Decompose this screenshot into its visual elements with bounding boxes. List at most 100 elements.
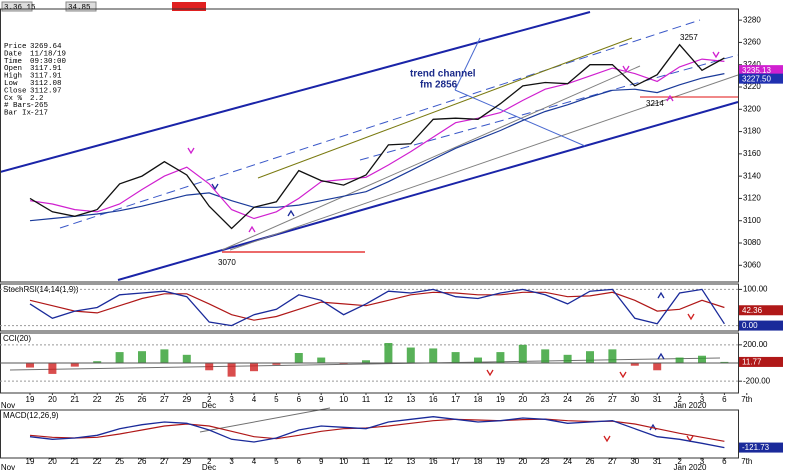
bar (720, 361, 729, 363)
x-tick-label: 19 (496, 395, 505, 404)
bar (384, 343, 393, 363)
bar (317, 357, 326, 363)
header-field: 34.85 (68, 4, 91, 12)
bar (205, 363, 214, 371)
annotation: 3070 (218, 258, 236, 267)
x-tick-label: 30 (630, 457, 639, 466)
value-tag-label: 11.77 (742, 358, 762, 367)
info-key: Open (4, 65, 22, 73)
series-line (29, 416, 725, 449)
x-tick-label: 17 (451, 457, 460, 466)
x-tick-label: 27 (160, 395, 169, 404)
x-tick-label: 26 (138, 395, 147, 404)
y-tick-label: 3120 (743, 194, 761, 203)
series-line (29, 58, 725, 220)
x-tick-label: 27 (608, 395, 617, 404)
info-key: Date (4, 50, 22, 58)
x-tick-label: 5 (274, 457, 279, 466)
bar (294, 353, 303, 363)
value-tag-label: 3235.13 (742, 66, 771, 75)
x-tick-label: 4 (252, 457, 257, 466)
value-tag (739, 442, 783, 453)
x-tick-label: 18 (474, 395, 483, 404)
header-box (1, 1, 33, 12)
bar (586, 351, 594, 363)
x-tick-label: 2 (207, 395, 212, 404)
info-value: 2.2 (30, 95, 44, 103)
info-value: 11/18/19 (30, 50, 66, 58)
y-tick-label: 3240 (743, 60, 761, 69)
bar (698, 355, 706, 363)
series-line (29, 43, 725, 230)
x-tick-label: 22 (93, 457, 102, 466)
month-label: Dec (202, 401, 216, 410)
x-tick-label: 22 (93, 395, 102, 404)
bar (518, 344, 527, 363)
bar (429, 348, 438, 363)
y-tick-label: 200.00 (743, 340, 768, 349)
x-tick-label: 17 (451, 395, 460, 404)
month-label: Nov (1, 401, 15, 410)
bar (138, 351, 146, 363)
value-tag-label: -121.73 (742, 443, 770, 452)
y-tick-label: 3180 (743, 127, 761, 136)
panel-frame (0, 8, 739, 283)
info-key: Low (4, 80, 18, 88)
info-key: Price (4, 43, 27, 51)
bar (362, 360, 370, 363)
x-tick-label: 10 (339, 395, 348, 404)
x-tick-label: 31 (653, 395, 662, 404)
x-tick-label: 19 (496, 457, 505, 466)
info-box: Price 3269.64 Date 11/18/19 Time 09:30:00 Open… (4, 43, 67, 118)
panel-frame (0, 283, 739, 332)
bar (474, 357, 482, 363)
y-tick-label: 3200 (743, 104, 761, 113)
info-value: 3117.91 (30, 73, 62, 81)
series-line (29, 73, 725, 222)
x-tick-label: 26 (586, 457, 595, 466)
annotation: trend channel (410, 69, 476, 80)
bar (93, 361, 102, 363)
x-tick-label: 25 (115, 457, 124, 466)
y-tick-label: 3220 (743, 82, 761, 91)
x-tick-label: 24 (563, 457, 572, 466)
bar (26, 363, 34, 368)
x-tick-label: 11 (362, 395, 371, 404)
x-tick-label: 7th (741, 395, 752, 404)
info-key: Time (4, 58, 22, 66)
month-label: Jan 2020 (674, 463, 707, 470)
bar (675, 357, 684, 363)
info-key: # Bars (4, 102, 31, 110)
x-tick-label: 20 (48, 395, 57, 404)
value-tag (739, 305, 783, 316)
panel-title: MACD(12,26,9) (3, 411, 59, 420)
x-tick-label: 24 (563, 395, 572, 404)
x-tick-label: 27 (160, 457, 169, 466)
header-box (172, 2, 206, 11)
x-tick-label: 31 (653, 457, 662, 466)
x-tick-label: 4 (252, 395, 257, 404)
x-tick-label: 12 (384, 457, 393, 466)
x-tick-label: 6 (297, 457, 302, 466)
x-tick-label: 19 (26, 395, 35, 404)
info-key: High (4, 73, 22, 81)
series-line (29, 288, 725, 327)
x-tick-label: 20 (48, 457, 57, 466)
annotation: fm 2856 (420, 80, 458, 91)
bar (653, 363, 662, 371)
info-value: -265 (30, 102, 49, 110)
x-tick-label: 19 (26, 457, 35, 466)
x-tick-label: 2 (677, 395, 682, 404)
value-tag-label: 42.36 (742, 306, 763, 315)
trend-lines (0, 11, 739, 433)
x-tick-label: 5 (274, 395, 279, 404)
x-tick-label: 21 (70, 395, 79, 404)
y-tick-label: 3260 (743, 38, 761, 47)
info-value: 3112.97 (30, 87, 62, 95)
x-tick-label: 7th (741, 457, 752, 466)
bar (48, 363, 57, 374)
info-value: 3117.91 (30, 65, 62, 73)
x-tick-label: 16 (429, 457, 438, 466)
